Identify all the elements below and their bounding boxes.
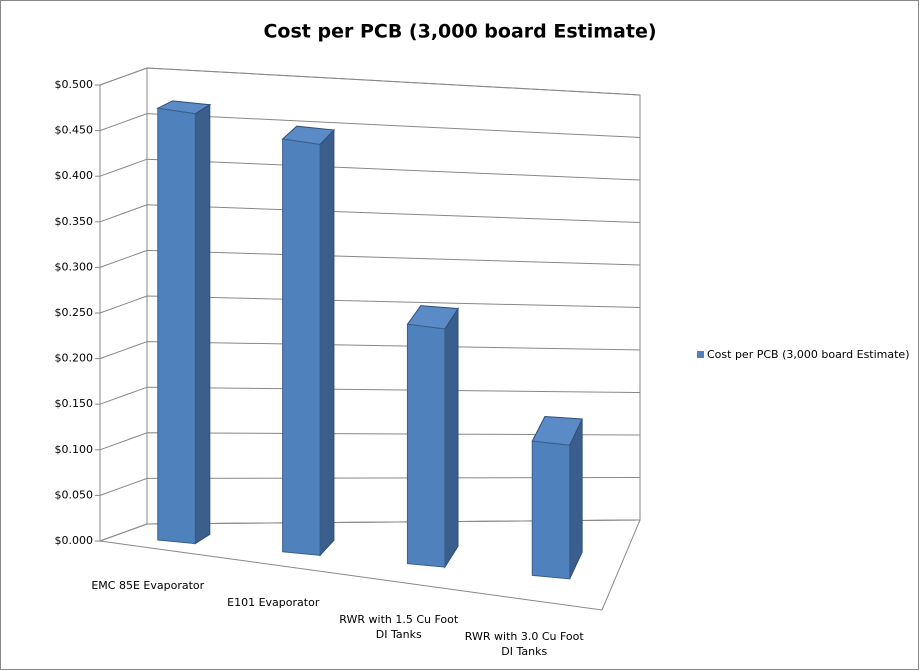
grid-line (99, 386, 641, 405)
y-tick-label: $0.450 (55, 124, 94, 137)
bar-side (319, 128, 335, 557)
chart-title: Cost per PCB (3,000 board Estimate) (263, 21, 656, 43)
bar-side (569, 418, 583, 580)
grid-line (99, 249, 641, 268)
y-tick-label: $0.000 (55, 534, 94, 547)
y-tick-label: $0.150 (55, 397, 94, 410)
y-tick-label: $0.350 (55, 215, 94, 228)
y-tick-label: $0.300 (55, 260, 94, 273)
x-tick-label: EMC 85E Evaporator (91, 578, 205, 592)
grid-line (99, 113, 641, 138)
grid-line (99, 67, 641, 96)
grid-line (99, 204, 641, 223)
x-tick-label: RWR with 1.5 Cu Foot DI Tanks (339, 613, 459, 642)
grid-line (99, 295, 641, 314)
y-tick-label: $0.500 (55, 78, 94, 91)
x-tick-label: RWR with 3.0 Cu Foot DI Tanks (464, 630, 584, 659)
bar (282, 138, 321, 556)
y-tick-label: $0.100 (55, 443, 94, 456)
bar-side (194, 103, 211, 545)
x-tick-label: E101 Evaporator (227, 595, 320, 609)
grid-line (99, 519, 641, 542)
y-tick-label: $0.250 (55, 306, 94, 319)
grid-line (99, 158, 641, 181)
legend-label: Cost per PCB (3,000 board Estimate) (707, 348, 910, 361)
grid-line (99, 477, 641, 496)
bar (157, 107, 196, 545)
y-tick-label: $0.200 (55, 352, 94, 365)
bar (406, 323, 446, 568)
bar-side (444, 306, 459, 569)
legend-swatch (697, 351, 704, 358)
grid-line (99, 341, 641, 360)
y-tick-label: $0.400 (55, 169, 94, 182)
y-tick-label: $0.050 (55, 488, 94, 501)
grid-line (99, 432, 641, 451)
bar (531, 440, 571, 580)
